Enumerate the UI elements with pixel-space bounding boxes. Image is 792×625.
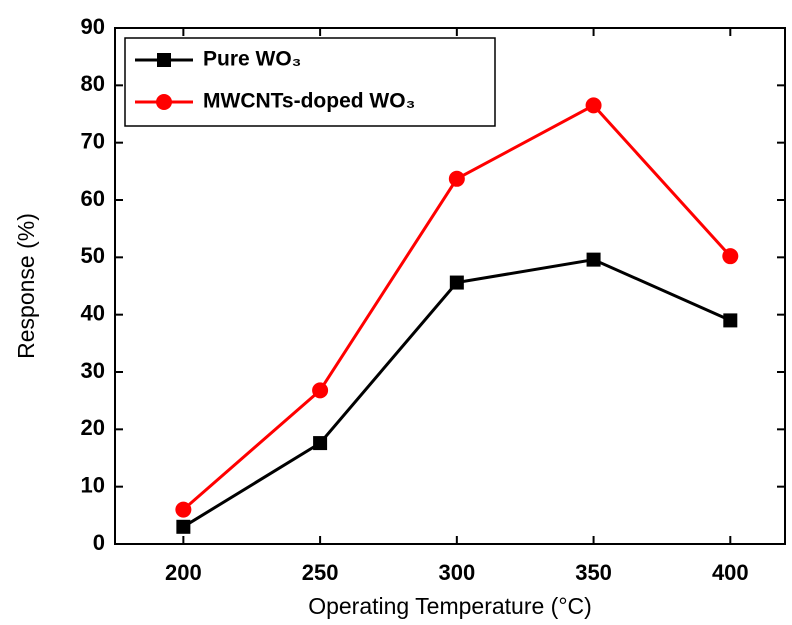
y-tick-label: 80 (81, 71, 105, 96)
x-tick-label: 350 (575, 560, 612, 585)
x-tick-label: 400 (712, 560, 749, 585)
x-tick-label: 200 (165, 560, 202, 585)
legend-marker (157, 53, 171, 67)
legend-box (124, 37, 496, 127)
y-tick-label: 90 (81, 14, 105, 39)
y-tick-label: 60 (81, 186, 105, 211)
point (175, 501, 192, 518)
y-tick-label: 50 (81, 243, 105, 268)
point (586, 252, 601, 267)
point (176, 519, 191, 534)
y-axis-title: Response (%) (13, 213, 39, 359)
x-axis-title: Operating Temperature (°C) (308, 593, 592, 619)
legend-marker (156, 94, 172, 110)
legend-label: Pure WO₃ (203, 48, 301, 71)
point (585, 97, 602, 114)
y-tick-label: 70 (81, 128, 105, 153)
y-tick-label: 40 (81, 300, 105, 325)
point (312, 382, 329, 399)
series-line (182, 103, 732, 511)
y-tick-label: 30 (81, 358, 105, 383)
plot-frame (114, 27, 786, 545)
point (313, 436, 328, 451)
y-tick-label: 10 (81, 472, 105, 497)
point (722, 248, 739, 265)
point (723, 313, 738, 328)
x-tick-label: 250 (302, 560, 339, 585)
y-tick-label: 0 (93, 530, 105, 555)
point (449, 275, 464, 290)
x-tick-label: 300 (438, 560, 475, 585)
y-tick-label: 20 (81, 415, 105, 440)
point (448, 170, 465, 187)
series-line (182, 258, 731, 529)
legend-label: MWCNTs-doped WO₃ (203, 90, 415, 113)
